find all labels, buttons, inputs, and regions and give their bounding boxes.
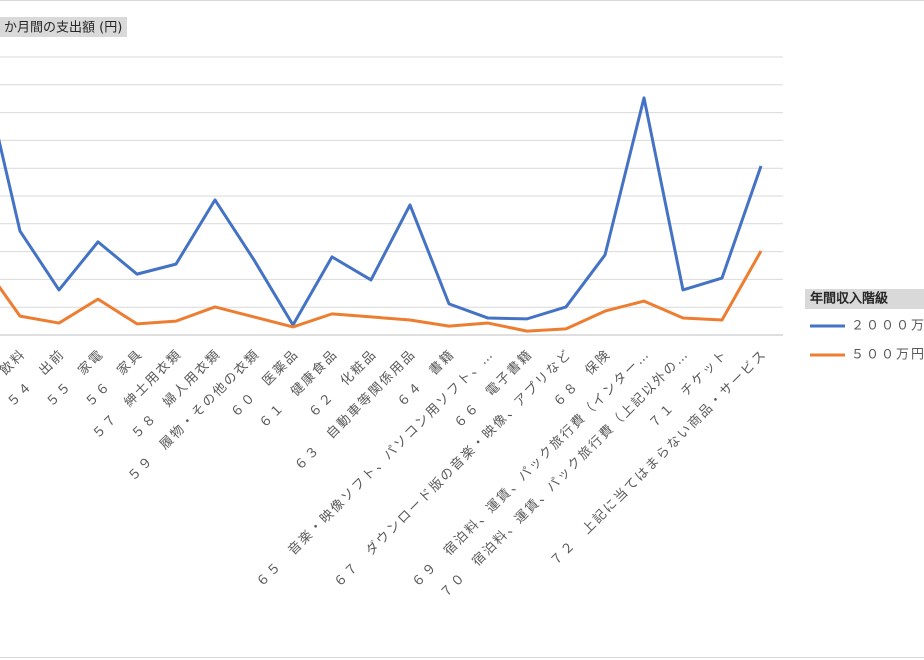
x-tick-label: ６２ 化粧品 — [306, 347, 380, 421]
x-tick-label: 飲料 — [0, 346, 29, 379]
title-box — [0, 17, 127, 37]
x-tick-label: ６０ 医薬品 — [228, 347, 302, 421]
legend-title: 年間収入階級 — [810, 291, 888, 307]
legend-title-box — [805, 289, 924, 309]
series-line — [0, 96, 763, 327]
series-line — [0, 250, 763, 333]
x-tick-label: ７０ 宿泊料、運賃、パック旅行費（上記以外の… — [437, 346, 692, 601]
legend-label: ５００万円 — [851, 348, 924, 363]
chart-title: か月間の支出額 (円) — [4, 21, 122, 36]
legend-label: ２０００万 — [851, 319, 924, 334]
